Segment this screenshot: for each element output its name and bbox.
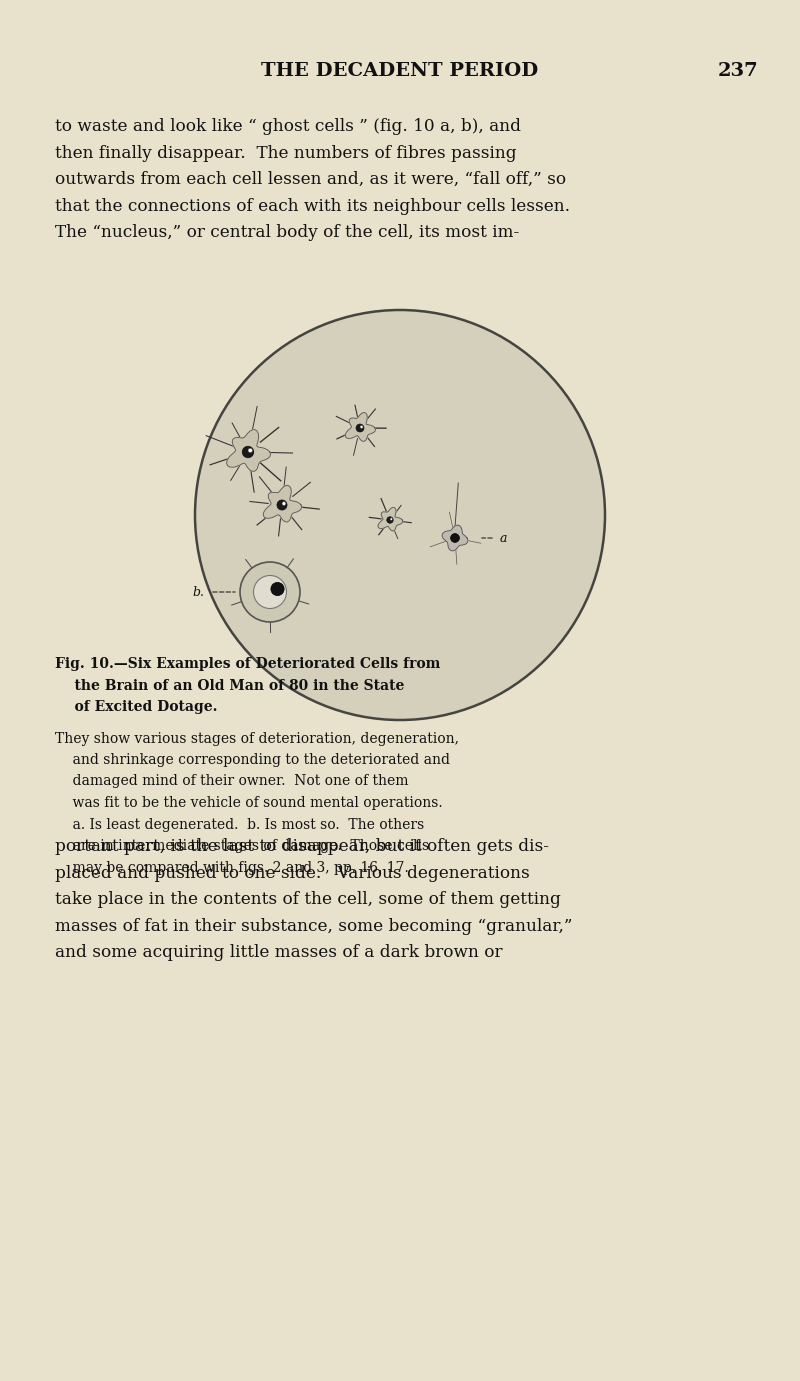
Circle shape: [248, 449, 253, 453]
Circle shape: [450, 533, 459, 543]
Circle shape: [277, 500, 287, 510]
Circle shape: [356, 424, 364, 432]
Polygon shape: [378, 507, 402, 530]
Text: b.: b.: [192, 586, 204, 598]
Polygon shape: [263, 485, 302, 522]
Circle shape: [390, 518, 393, 521]
Circle shape: [254, 576, 286, 609]
Text: Fig. 10.—Six Examples of Deteriorated Cells from: Fig. 10.—Six Examples of Deteriorated Ce…: [55, 657, 440, 671]
Ellipse shape: [195, 309, 605, 720]
Text: take place in the contents of the cell, some of them getting: take place in the contents of the cell, …: [55, 891, 561, 907]
Text: of Excited Dotage.: of Excited Dotage.: [55, 700, 218, 714]
Text: portant part, is the last to disappear, but it often gets dis-: portant part, is the last to disappear, …: [55, 838, 549, 855]
Text: was fit to be the vehicle of sound mental operations.: was fit to be the vehicle of sound menta…: [55, 795, 442, 811]
Text: may be compared with figs. 2 and 3, pp. 16, 17.: may be compared with figs. 2 and 3, pp. …: [55, 860, 409, 874]
Text: placed and pushed to one side.   Various degenerations: placed and pushed to one side. Various d…: [55, 865, 530, 881]
Text: damaged mind of their owner.  Not one of them: damaged mind of their owner. Not one of …: [55, 775, 409, 789]
Text: The “nucleus,” or central body of the cell, its most im-: The “nucleus,” or central body of the ce…: [55, 224, 519, 242]
Circle shape: [240, 562, 300, 621]
Text: They show various stages of deterioration, degeneration,: They show various stages of deterioratio…: [55, 732, 459, 746]
Text: a. Is least degenerated.  b. Is most so.  The others: a. Is least degenerated. b. Is most so. …: [55, 818, 424, 831]
Text: 237: 237: [718, 62, 758, 80]
Text: and some acquiring little masses of a dark brown or: and some acquiring little masses of a da…: [55, 945, 502, 961]
Text: to waste and look like “ ghost cells ” (fig. 10 a, b), and: to waste and look like “ ghost cells ” (…: [55, 117, 521, 135]
Circle shape: [271, 583, 284, 595]
Text: are in intermediate stages of damage.  Those cells: are in intermediate stages of damage. Th…: [55, 840, 429, 853]
Text: THE DECADENT PERIOD: THE DECADENT PERIOD: [262, 62, 538, 80]
Circle shape: [242, 446, 254, 457]
Text: the Brain of an Old Man of 80 in the State: the Brain of an Old Man of 80 in the Sta…: [55, 678, 404, 692]
Text: and shrinkage corresponding to the deteriorated and: and shrinkage corresponding to the deter…: [55, 753, 450, 766]
Circle shape: [282, 501, 286, 505]
Circle shape: [386, 516, 394, 523]
Polygon shape: [346, 413, 375, 442]
Text: masses of fat in their substance, some becoming “granular,”: masses of fat in their substance, some b…: [55, 917, 573, 935]
Text: a: a: [500, 532, 507, 544]
Text: that the connections of each with its neighbour cells lessen.: that the connections of each with its ne…: [55, 197, 570, 214]
Polygon shape: [226, 429, 270, 471]
Text: outwards from each cell lessen and, as it were, “fall off,” so: outwards from each cell lessen and, as i…: [55, 171, 566, 188]
Polygon shape: [442, 525, 468, 551]
Circle shape: [360, 425, 363, 428]
Text: then finally disappear.  The numbers of fibres passing: then finally disappear. The numbers of f…: [55, 145, 517, 162]
